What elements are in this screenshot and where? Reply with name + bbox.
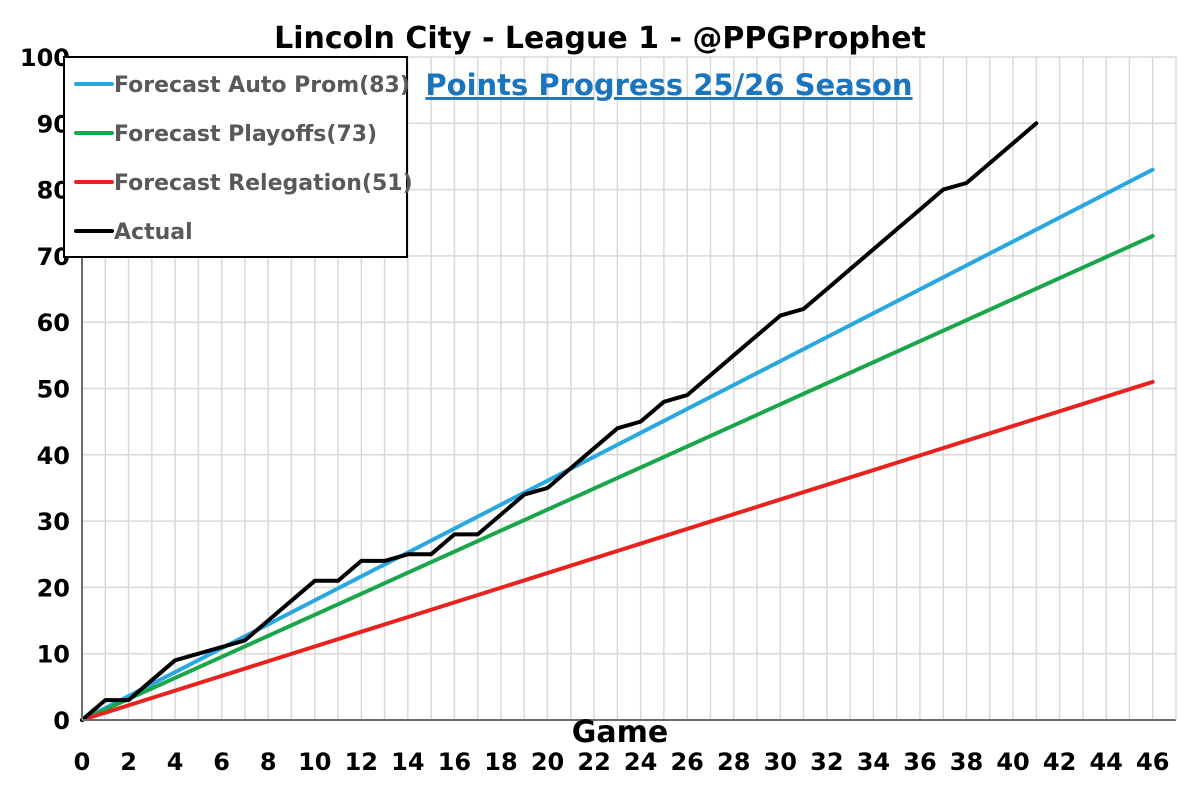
chart-title: Lincoln City - League 1 - @PPGProphet <box>274 21 926 56</box>
x-tick-label: 42 <box>1043 748 1076 776</box>
series-line-forecast-relegation-51 <box>80 379 1155 722</box>
x-axis-label: Game <box>572 715 668 750</box>
legend: Forecast Auto Prom(83) Forecast Playoffs(… <box>63 56 413 258</box>
x-tick-label: 44 <box>1089 748 1122 776</box>
y-tick-label: 20 <box>37 574 70 602</box>
x-tick-label: 28 <box>717 748 750 776</box>
x-tick-label: 0 <box>74 748 91 776</box>
x-tick-label: 2 <box>120 748 137 776</box>
y-tick-label: 10 <box>37 641 70 669</box>
x-tick-label: 10 <box>298 748 331 776</box>
x-tick-label: 6 <box>213 748 230 776</box>
y-tick-label: 60 <box>37 309 70 337</box>
y-tick-label: 40 <box>37 442 70 470</box>
x-tick-label: 40 <box>996 748 1029 776</box>
x-tick-label: 20 <box>531 748 564 776</box>
series-line-actual <box>80 121 1039 722</box>
x-tick-label: 24 <box>624 748 657 776</box>
x-tick-label: 16 <box>438 748 471 776</box>
y-tick-label: 50 <box>37 376 70 404</box>
x-tick-label: 22 <box>577 748 610 776</box>
legend-label: Forecast Auto Prom(83) <box>114 73 410 98</box>
legend-box <box>63 56 408 258</box>
x-tick-label: 26 <box>670 748 703 776</box>
legend-label: Forecast Relegation(51) <box>114 171 413 196</box>
x-tick-label: 32 <box>810 748 843 776</box>
x-tick-label: 46 <box>1136 748 1169 776</box>
x-tick-label: 18 <box>484 748 517 776</box>
x-tick-label: 34 <box>857 748 890 776</box>
series-line-forecast-playoffs-73 <box>80 234 1155 722</box>
legend-label: Actual <box>114 220 193 245</box>
x-tick-label: 38 <box>950 748 983 776</box>
chart-subtitle: Points Progress 25/26 Season <box>425 68 912 102</box>
plot-area-border <box>81 56 1177 721</box>
x-tick-label: 36 <box>903 748 936 776</box>
x-tick-label: 30 <box>764 748 797 776</box>
y-tick-label: 100 <box>20 44 70 72</box>
y-tick-label: 0 <box>53 707 70 735</box>
x-tick-label: 8 <box>260 748 277 776</box>
legend-label: Forecast Playoffs(73) <box>114 122 377 147</box>
x-tick-label: 4 <box>167 748 184 776</box>
x-tick-label: 14 <box>391 748 424 776</box>
series-lines <box>80 121 1155 722</box>
y-tick-label: 30 <box>37 508 70 536</box>
x-tick-label: 12 <box>345 748 378 776</box>
legend-entries: Forecast Auto Prom(83) Forecast Playoffs(… <box>74 73 413 245</box>
